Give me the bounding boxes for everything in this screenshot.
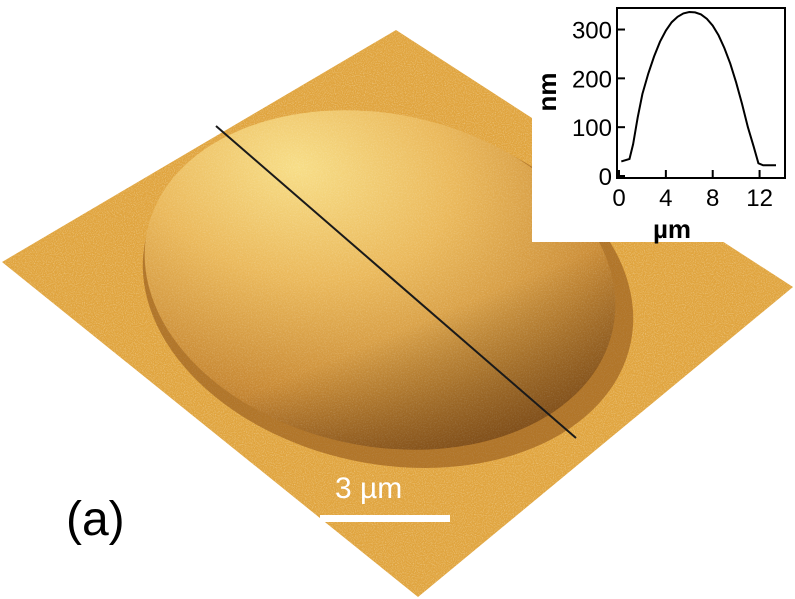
x-tick-label: 4 <box>659 185 672 212</box>
y-tick-label: 300 <box>572 18 612 45</box>
x-axis-label: µm <box>653 214 691 244</box>
x-tick-label: 8 <box>706 185 719 212</box>
profile-line <box>215 125 577 439</box>
x-tick-label: 12 <box>746 185 773 212</box>
y-tick-label: 100 <box>572 115 612 142</box>
panel-label: (a) <box>66 493 125 546</box>
inset-background <box>532 0 795 242</box>
x-tick-label: 0 <box>612 185 625 212</box>
profile-series-line <box>621 10 776 167</box>
y-tick-label: 200 <box>572 66 612 93</box>
scale-bar <box>320 515 450 522</box>
y-axis-label: nm <box>532 73 562 112</box>
y-tick-label: 0 <box>599 164 612 191</box>
scale-bar-label: 3 µm <box>335 472 403 505</box>
plot-frame <box>616 7 786 179</box>
dome-rim-shade <box>144 110 616 450</box>
